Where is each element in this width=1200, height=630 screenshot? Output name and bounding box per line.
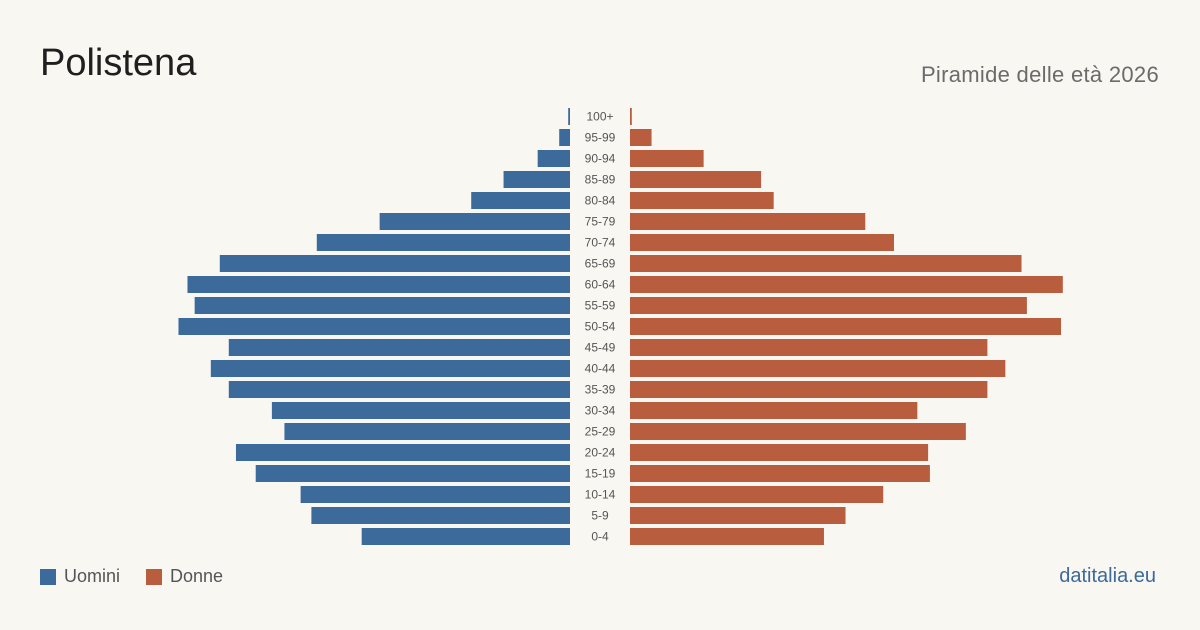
legend-item-men: Uomini <box>40 566 120 587</box>
bar-men-45-49 <box>228 339 570 356</box>
bar-women-0-4 <box>630 528 824 545</box>
bar-men-60-64 <box>187 276 570 293</box>
age-label-0-4: 0-4 <box>591 530 609 544</box>
bar-women-55-59 <box>630 297 1027 314</box>
chart-title: Polistena <box>40 42 197 84</box>
age-label-15-19: 15-19 <box>585 467 616 481</box>
legend-swatch-men <box>40 568 56 585</box>
age-label-25-29: 25-29 <box>585 425 616 439</box>
bar-men-85-89 <box>503 171 570 188</box>
bar-women-45-49 <box>630 339 988 356</box>
bar-women-95-99 <box>630 129 652 146</box>
bar-men-15-19 <box>255 465 570 482</box>
bar-women-85-89 <box>630 171 762 188</box>
bar-men-100-plus <box>568 108 570 125</box>
age-label-70-74: 70-74 <box>585 236 616 250</box>
bar-women-90-94 <box>630 150 704 167</box>
bar-men-0-4 <box>361 528 570 545</box>
age-label-40-44: 40-44 <box>585 362 616 376</box>
bar-women-35-39 <box>630 381 988 398</box>
age-label-55-59: 55-59 <box>585 299 616 313</box>
bar-men-10-14 <box>300 486 570 503</box>
bar-men-5-9 <box>311 507 570 524</box>
bar-women-60-64 <box>630 276 1063 293</box>
legend-swatch-women <box>146 568 163 585</box>
bar-men-40-44 <box>210 360 570 377</box>
legend-label-men: Uomini <box>64 566 121 586</box>
age-label-80-84: 80-84 <box>585 194 616 208</box>
age-label-100-plus: 100+ <box>586 110 613 124</box>
bar-men-30-34 <box>271 402 570 419</box>
bar-women-15-19 <box>630 465 930 482</box>
age-label-75-79: 75-79 <box>585 215 616 229</box>
bar-women-40-44 <box>630 360 1006 377</box>
legend-item-women: Donne <box>146 566 223 587</box>
age-label-90-94: 90-94 <box>585 152 616 166</box>
legend: Uomini Donne <box>40 566 249 587</box>
bar-women-10-14 <box>630 486 884 503</box>
bar-women-70-74 <box>630 234 894 251</box>
source-link[interactable]: datitalia.eu <box>1059 565 1156 587</box>
age-label-45-49: 45-49 <box>585 341 616 355</box>
age-label-10-14: 10-14 <box>585 488 616 502</box>
bar-men-65-69 <box>219 255 571 272</box>
bar-men-50-54 <box>178 318 570 335</box>
bar-women-75-79 <box>630 213 866 230</box>
age-label-35-39: 35-39 <box>585 383 616 397</box>
bar-men-70-74 <box>316 234 570 251</box>
bar-women-65-69 <box>630 255 1022 272</box>
bar-women-80-84 <box>630 192 774 209</box>
age-label-20-24: 20-24 <box>585 446 616 460</box>
bar-men-35-39 <box>228 381 570 398</box>
age-label-60-64: 60-64 <box>585 278 616 292</box>
bar-men-55-59 <box>194 297 570 314</box>
age-label-95-99: 95-99 <box>585 131 616 145</box>
chart-subtitle: Piramide delle età 2026 <box>920 62 1159 87</box>
bar-men-80-84 <box>471 192 570 209</box>
age-label-85-89: 85-89 <box>585 173 616 187</box>
bar-women-100-plus <box>630 108 632 125</box>
bar-women-30-34 <box>630 402 918 419</box>
bar-men-75-79 <box>379 213 570 230</box>
bar-men-25-29 <box>284 423 570 440</box>
age-label-5-9: 5-9 <box>591 509 609 523</box>
age-label-65-69: 65-69 <box>585 257 616 271</box>
age-label-30-34: 30-34 <box>585 404 616 418</box>
bar-women-25-29 <box>630 423 966 440</box>
bar-women-20-24 <box>630 444 929 461</box>
bar-women-5-9 <box>630 507 846 524</box>
legend-label-women: Donne <box>170 566 224 586</box>
bar-men-90-94 <box>537 150 570 167</box>
bar-men-95-99 <box>559 129 570 146</box>
bar-men-20-24 <box>235 444 571 461</box>
bar-women-50-54 <box>630 318 1062 335</box>
age-label-50-54: 50-54 <box>585 320 616 334</box>
